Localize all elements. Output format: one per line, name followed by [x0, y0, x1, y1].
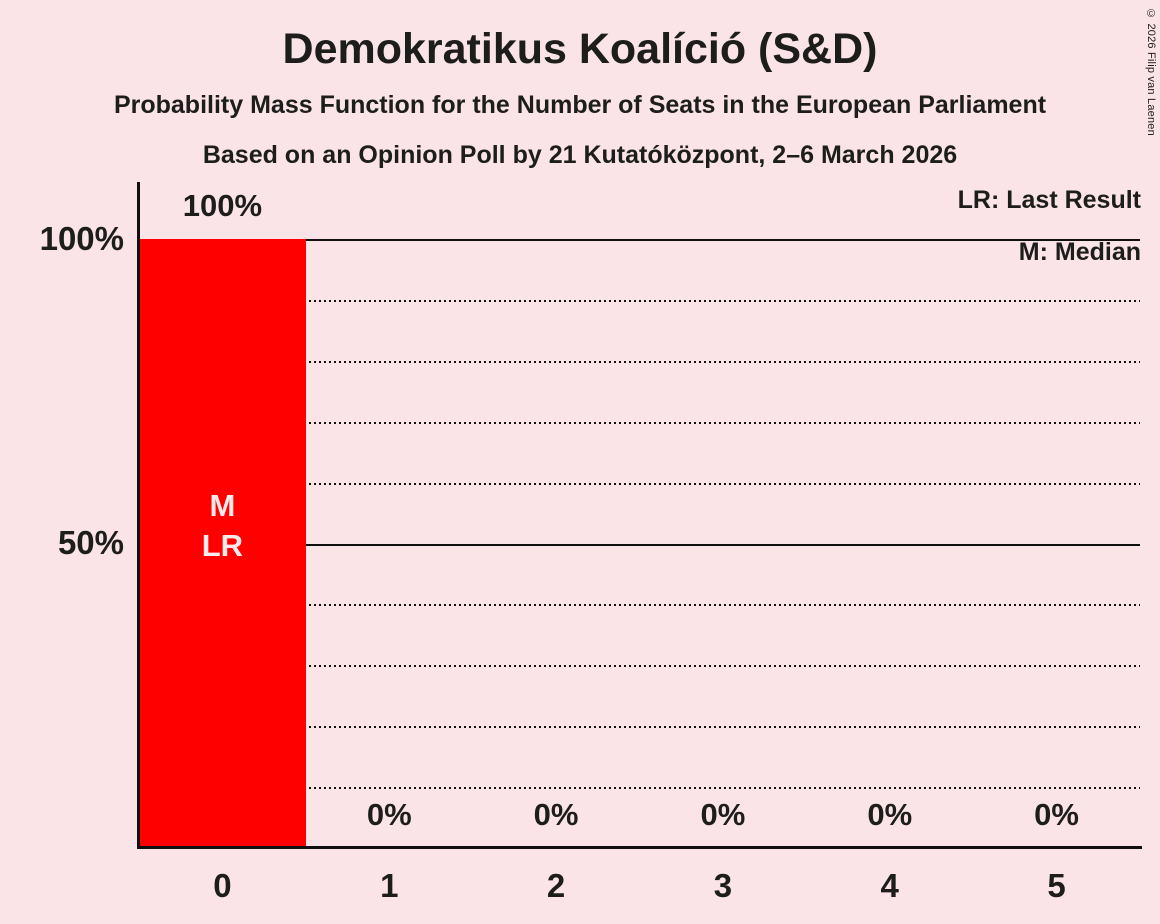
x-tick-label-3: 3 — [713, 867, 733, 904]
gridline-60pct — [139, 482, 1140, 485]
gridline-90pct — [139, 299, 1140, 302]
gridline-20pct — [139, 726, 1140, 729]
y-tick-label-50: 50% — [57, 524, 124, 561]
gridline-70pct — [139, 421, 1140, 424]
gridline-80pct — [139, 360, 1140, 363]
gridline-100pct — [139, 239, 1140, 241]
x-tick-label-2: 2 — [546, 867, 566, 904]
bar-value-label-5: 0% — [1034, 797, 1079, 832]
x-tick-label-0: 0 — [213, 867, 232, 904]
bar-seats-0 — [139, 239, 306, 848]
x-tick-label-4: 4 — [880, 867, 899, 904]
copyright-text: © 2026 Filip van Laenen — [1145, 8, 1157, 136]
bar-value-label-4: 0% — [867, 797, 913, 832]
chart-subtitle: Probability Mass Function for the Number… — [113, 91, 1047, 119]
chart-poll-source-subtitle: Based on an Opinion Poll by 21 Kutatóköz… — [202, 141, 958, 169]
x-axis-line — [137, 846, 1142, 849]
legend-median: M: Median — [1018, 238, 1141, 266]
gridline-40pct — [139, 604, 1140, 607]
y-tick-label-100: 100% — [39, 220, 124, 257]
legend-last-result: LR: Last Result — [957, 186, 1141, 214]
y-axis-line — [137, 182, 140, 849]
x-axis-tick-labels: 0 1 2 3 4 5 — [139, 864, 1140, 908]
plot-area: 100% M LR 0% 0% 0% 0% 0% — [139, 188, 1140, 848]
bar-value-label-3: 0% — [700, 797, 746, 832]
gridline-30pct — [139, 665, 1140, 668]
bar-marker-m: M — [209, 488, 236, 523]
x-tick-label-1: 1 — [380, 867, 399, 904]
chart-title: Demokratikus Koalíció (S&D) — [282, 25, 878, 73]
bar-value-label-1: 0% — [366, 797, 412, 832]
x-tick-label-5: 5 — [1047, 867, 1066, 904]
bar-marker-lr: LR — [201, 528, 244, 563]
bar-value-label-2: 0% — [533, 797, 579, 832]
gridline-10pct — [139, 787, 1140, 790]
bar-value-label-0: 100% — [182, 188, 263, 223]
bar-annotations-0: M LR — [139, 486, 306, 566]
gridline-50pct — [139, 543, 1140, 546]
